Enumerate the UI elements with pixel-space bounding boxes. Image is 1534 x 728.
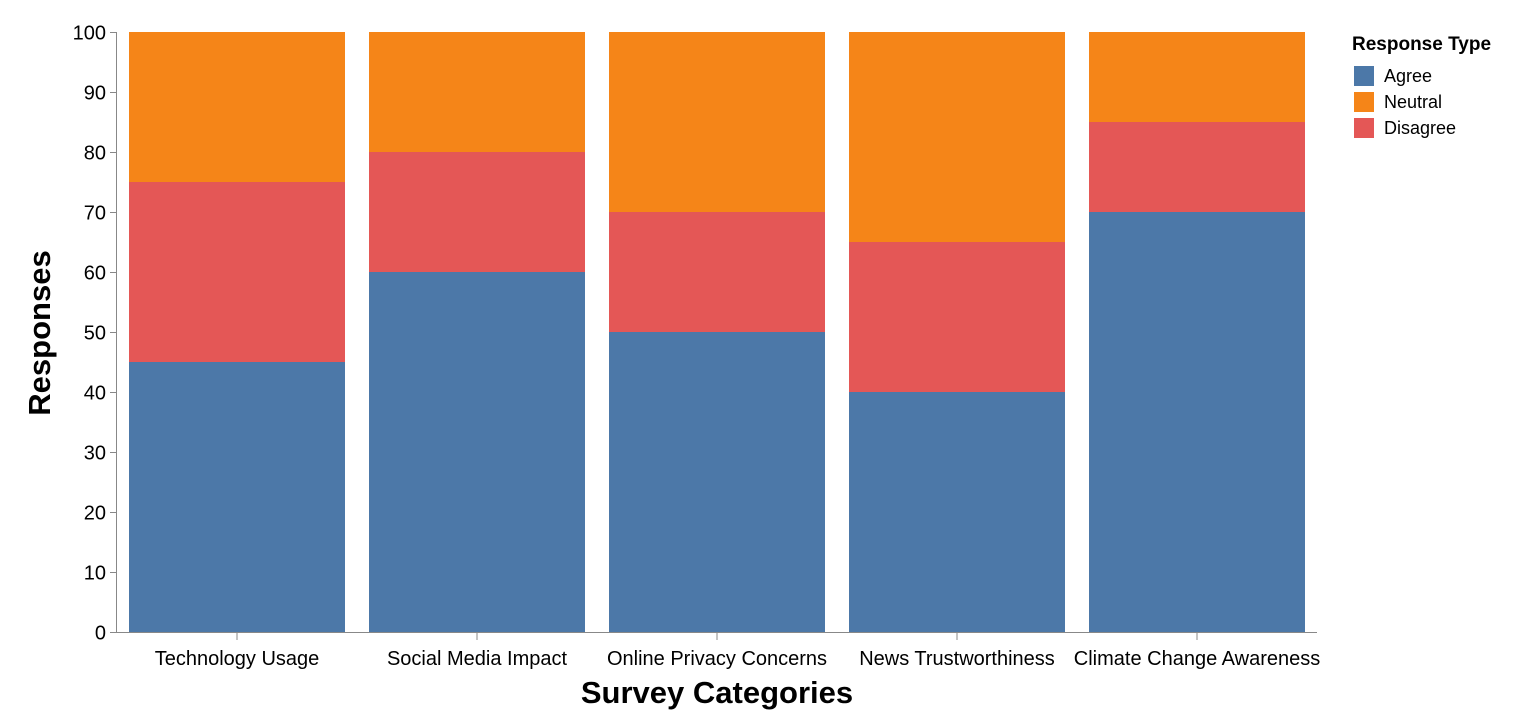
bar-segment — [1089, 212, 1305, 632]
bar-segment — [849, 32, 1065, 242]
bar-segment — [129, 32, 345, 182]
y-tick-label: 40 — [84, 383, 106, 405]
legend-label: Agree — [1384, 66, 1432, 86]
y-tick-label: 90 — [84, 83, 106, 105]
bar-segment — [849, 242, 1065, 392]
bar-segment — [369, 152, 585, 272]
legend-title: Response Type — [1352, 34, 1491, 55]
y-tick-label: 60 — [84, 263, 106, 285]
x-tick-label: Online Privacy Concerns — [607, 648, 827, 670]
legend-swatch — [1354, 118, 1374, 138]
bar-segment — [849, 392, 1065, 632]
x-tick-label: Climate Change Awareness — [1074, 648, 1320, 670]
bar-segment — [369, 32, 585, 152]
x-tick-label: News Trustworthiness — [859, 648, 1055, 670]
bar-segment — [609, 32, 825, 212]
y-tick-label: 0 — [95, 623, 106, 645]
x-tick-label: Social Media Impact — [387, 648, 568, 670]
y-tick-label: 70 — [84, 203, 106, 225]
bar-segment — [129, 362, 345, 632]
x-axis-title: Survey Categories — [581, 675, 853, 710]
bar-segment — [129, 182, 345, 362]
y-tick-label: 30 — [84, 443, 106, 465]
legend: Response Type Agree Neutral Disagree — [1352, 34, 1491, 138]
y-axis-title: Responses — [22, 250, 57, 415]
legend-label: Neutral — [1384, 92, 1442, 112]
bars-layer — [129, 32, 1305, 632]
y-tick-label: 20 — [84, 503, 106, 525]
legend-swatch — [1354, 66, 1374, 86]
y-tick-label: 50 — [84, 323, 106, 345]
x-tick-label: Technology Usage — [155, 648, 320, 670]
bar-segment — [609, 332, 825, 632]
y-tick-label: 100 — [73, 23, 106, 45]
y-tick-label: 80 — [84, 143, 106, 165]
bar-segment — [1089, 32, 1305, 122]
y-tick-label: 10 — [84, 563, 106, 585]
bar-segment — [1089, 122, 1305, 212]
bar-segment — [609, 212, 825, 332]
axes-layer: 0 10 20 30 40 50 60 70 80 90 100 Technology Usage So… — [73, 23, 1321, 671]
bar-segment — [369, 272, 585, 632]
legend-label: Disagree — [1384, 118, 1456, 138]
legend-swatch — [1354, 92, 1374, 112]
